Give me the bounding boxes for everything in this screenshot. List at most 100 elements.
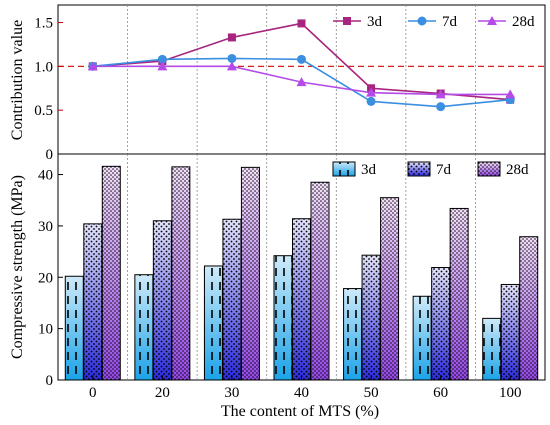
bar-3d-0	[64, 275, 84, 381]
bar-series	[64, 165, 539, 381]
point-28d	[157, 61, 168, 71]
bar-7d-60	[431, 267, 451, 381]
bar-3d-40	[273, 255, 293, 381]
legend-marker-3d	[343, 17, 351, 25]
bar-pattern	[519, 236, 539, 381]
bottom-y-tick-label: 20	[38, 270, 53, 286]
top-legend: 3d 7d 28d	[333, 14, 535, 30]
bar-3d-100	[482, 317, 502, 381]
bar-pattern	[203, 265, 223, 381]
point-3d	[297, 19, 306, 28]
top-y-tick-label: 0	[46, 147, 54, 163]
point-3d	[227, 33, 236, 42]
bottom-legend: 3d 7d 28d	[332, 161, 529, 178]
point-7d	[297, 54, 306, 64]
point-28d	[505, 89, 516, 99]
contribution-series	[87, 19, 516, 112]
bottom-y-tick-label: 10	[38, 322, 53, 338]
bar-pattern	[292, 218, 311, 381]
legend-label-3d: 3d	[367, 14, 383, 30]
point-28d	[435, 89, 446, 99]
legend-swatch-3d	[332, 161, 356, 177]
strength-panel: 0 10 20 30 40 0 20 30 40 50 60 100 3d 7d 28d Compres…	[9, 153, 546, 420]
bottom-y-tick-label: 30	[38, 219, 53, 235]
bar-7d-100	[500, 283, 520, 381]
bar-3d-50	[343, 288, 363, 381]
legend-marker-7d	[417, 16, 427, 26]
bar-pattern	[134, 274, 154, 381]
bar-7d-20	[152, 220, 172, 381]
bar-28d-50	[380, 197, 400, 381]
point-7d	[227, 53, 237, 63]
bottom-y-tick-label: 0	[46, 373, 54, 389]
x-tick-label: 100	[499, 385, 522, 401]
top-y-axis-label: Contribution value	[9, 20, 26, 140]
bottom-vertical-grid	[127, 154, 476, 380]
top-y-tick-label: 1.5	[34, 16, 53, 32]
bar-28d-20	[171, 166, 191, 381]
x-tick-label: 60	[433, 385, 448, 401]
top-y-tick-label: 0.5	[34, 103, 53, 119]
point-28d	[296, 77, 307, 87]
bar-pattern	[83, 223, 103, 381]
bar-pattern	[222, 218, 242, 381]
bar-7d-30	[222, 218, 242, 381]
bar-7d-50	[361, 254, 381, 381]
legend-label-7d: 7d	[436, 162, 452, 178]
bar-pattern	[380, 197, 400, 381]
point-7d	[157, 54, 167, 64]
bar-pattern	[310, 181, 330, 381]
x-tick-label: 40	[294, 385, 309, 401]
bar-pattern	[482, 317, 502, 381]
bar-pattern	[431, 267, 451, 381]
bar-pattern	[500, 283, 520, 381]
bar-pattern	[343, 288, 363, 381]
series-28d-line-group	[87, 61, 516, 99]
bar-3d-60	[412, 295, 432, 381]
legend-label-28d: 28d	[512, 14, 535, 30]
bar-28d-40	[310, 181, 330, 381]
bar-7d-0	[83, 223, 103, 381]
top-vertical-grid	[127, 5, 476, 154]
bar-pattern	[171, 166, 191, 381]
bar-pattern	[101, 165, 121, 381]
bar-pattern	[152, 220, 172, 381]
bar-28d-30	[240, 166, 260, 381]
bar-pattern	[64, 275, 84, 381]
legend-swatch-28d	[477, 161, 501, 177]
bar-7d-40	[292, 218, 311, 381]
bottom-y-axis-label: Compressive strength (MPa)	[9, 175, 26, 359]
legend-swatch-7d	[407, 161, 431, 177]
x-tick-label: 30	[224, 385, 239, 401]
top-y-axis: 0 0.5 1.0 1.5	[34, 16, 63, 163]
bar-pattern	[449, 207, 469, 381]
bar-28d-60	[449, 207, 469, 381]
x-tick-label: 20	[155, 385, 170, 401]
series-7d-line-group	[88, 53, 515, 112]
bottom-y-axis: 0 10 20 30 40	[38, 168, 63, 389]
contribution-panel: 0 0.5 1.0 1.5 3d 7d 28d Contribution value	[9, 4, 546, 163]
bar-pattern	[361, 254, 381, 381]
legend-label-28d: 28d	[506, 162, 529, 178]
point-28d	[226, 61, 237, 71]
bar-28d-0	[101, 165, 121, 381]
x-tick-label: 0	[89, 385, 97, 401]
bar-28d-100	[519, 236, 539, 381]
legend-label-3d: 3d	[361, 162, 377, 178]
bottom-y-tick-label: 40	[38, 168, 53, 184]
x-axis: 0 20 30 40 50 60 100	[89, 375, 521, 401]
bar-pattern	[412, 295, 432, 381]
x-axis-label: The content of MTS (%)	[221, 403, 379, 420]
legend-marker-28d	[487, 16, 497, 25]
point-7d	[366, 96, 376, 106]
bar-3d-20	[134, 274, 154, 381]
x-tick-label: 50	[364, 385, 379, 401]
point-7d	[436, 102, 446, 112]
bar-3d-30	[203, 265, 223, 381]
point-28d	[366, 87, 377, 97]
top-y-tick-label: 1.0	[34, 59, 53, 75]
legend-label-7d: 7d	[442, 14, 458, 30]
point-28d	[87, 61, 98, 71]
bar-pattern	[240, 166, 260, 381]
